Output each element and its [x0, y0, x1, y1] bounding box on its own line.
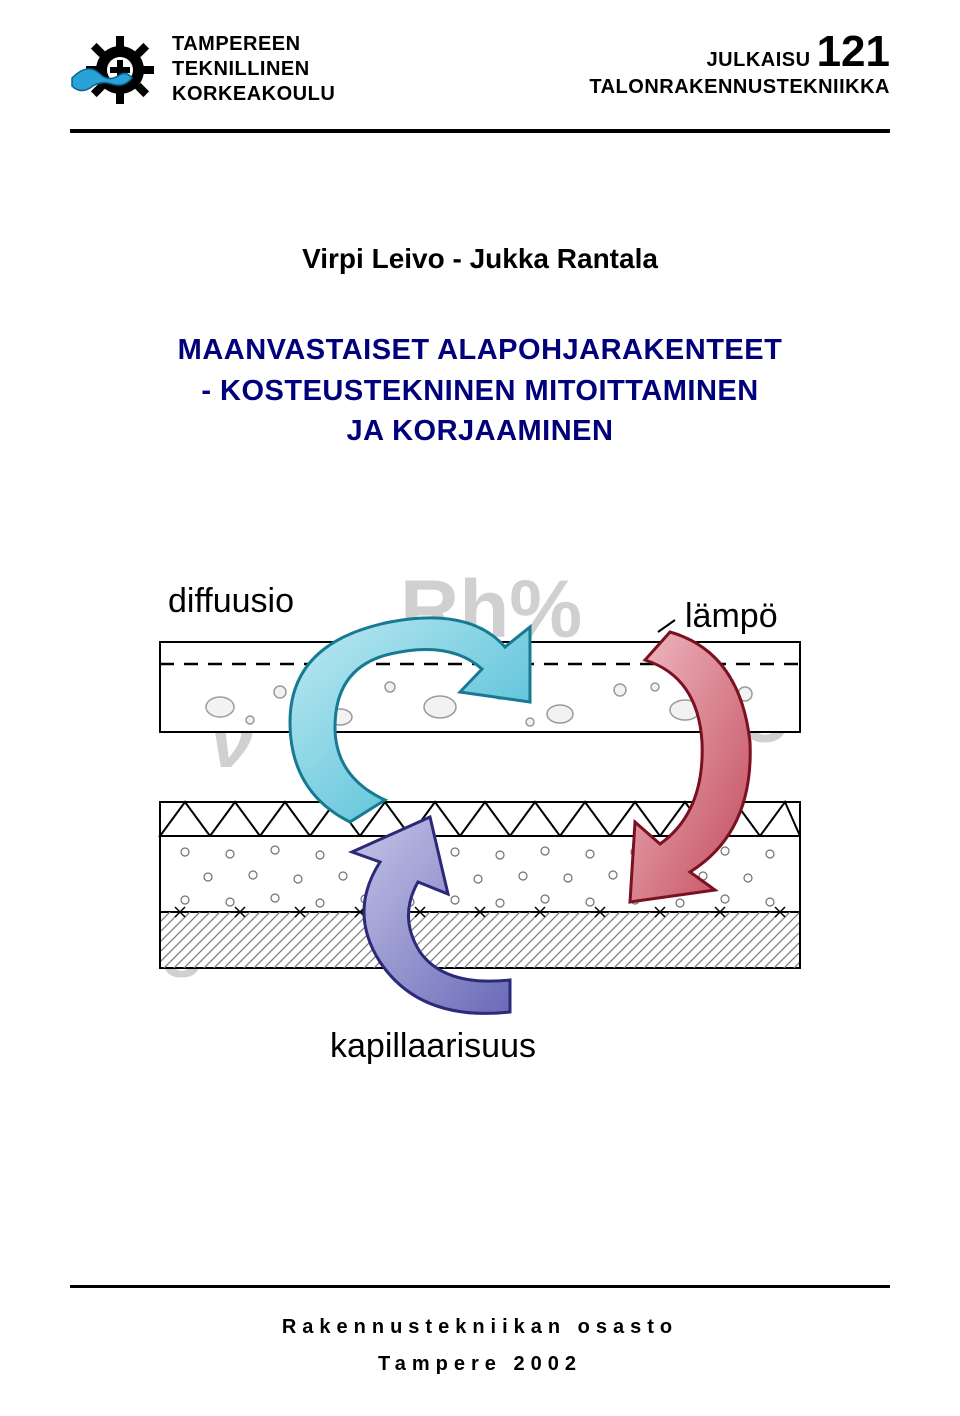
org-line-2: TEKNILLINEN	[172, 57, 335, 82]
publication-line: JULKAISU 121	[707, 30, 890, 74]
authors: Virpi Leivo - Jukka Rantala	[302, 243, 658, 275]
label-lampo: lämpö	[685, 597, 778, 635]
cover-diagram: Rh% °C ν g/m³ T	[130, 542, 830, 1082]
org-line-1: TAMPEREEN	[172, 32, 335, 57]
document-header: TAMPEREEN TEKNILLINEN KORKEAKOULU JULKAI…	[70, 30, 890, 133]
university-logo	[70, 30, 160, 117]
org-line-3: KORKEAKOULU	[172, 82, 335, 107]
publication-number: 121	[817, 30, 890, 74]
header-right: JULKAISU 121 TALONRAKENNUSTEKNIIKKA	[589, 30, 890, 99]
publication-label: JULKAISU	[707, 49, 811, 72]
title-line-2: - KOSTEUSTEKNINEN MITOITTAMINEN	[178, 371, 783, 412]
label-kapillaarisuus: kapillaarisuus	[330, 1027, 536, 1065]
footer-department: Rakennustekniikan osasto	[70, 1316, 890, 1339]
footer-place-year: Tampere 2002	[70, 1353, 890, 1376]
department-name: TALONRAKENNUSTEKNIIKKA	[589, 76, 890, 99]
label-diffuusio: diffuusio	[168, 582, 294, 620]
title-line-3: JA KORJAAMINEN	[178, 411, 783, 452]
document-footer: Rakennustekniikan osasto Tampere 2002	[70, 1285, 890, 1376]
organization-name: TAMPEREEN TEKNILLINEN KORKEAKOULU	[172, 30, 335, 107]
document-title: MAANVASTAISET ALAPOHJARAKENTEET - KOSTEU…	[178, 330, 783, 452]
document-body: Virpi Leivo - Jukka Rantala MAANVASTAISE…	[70, 133, 890, 1285]
header-left: TAMPEREEN TEKNILLINEN KORKEAKOULU	[70, 30, 335, 117]
title-line-1: MAANVASTAISET ALAPOHJARAKENTEET	[178, 330, 783, 371]
